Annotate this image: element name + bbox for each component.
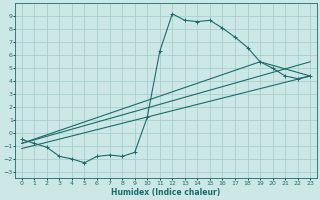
X-axis label: Humidex (Indice chaleur): Humidex (Indice chaleur) (111, 188, 220, 197)
